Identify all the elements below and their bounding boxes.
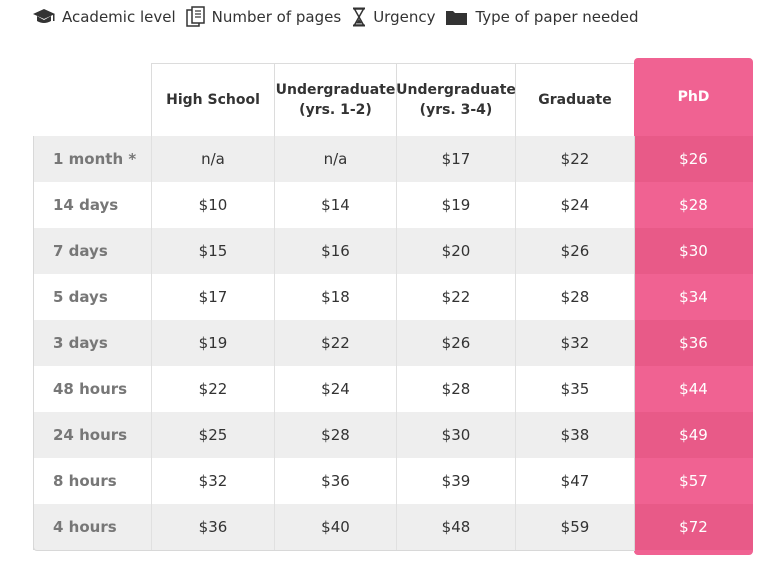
pages-icon: [185, 6, 205, 27]
column-header-high-school[interactable]: High School: [151, 63, 274, 136]
price-cell-undergraduate-yrs-3-4[interactable]: $28: [396, 366, 515, 412]
table-row: 8 hours $32 $36 $39 $47 $57: [33, 458, 753, 504]
price-cell-undergraduate-yrs-1-2[interactable]: $14: [274, 182, 396, 228]
phd-stripe: [634, 412, 753, 458]
price-cell-undergraduate-yrs-3-4[interactable]: $20: [396, 228, 515, 274]
legend-item-type-of-paper[interactable]: Type of paper needed: [445, 8, 639, 26]
price-cell-phd[interactable]: $28: [679, 196, 708, 214]
price-cell-high-school[interactable]: $25: [151, 412, 274, 458]
folder-icon: [446, 11, 468, 25]
price-cell-phd[interactable]: $44: [679, 380, 708, 398]
legend-item-number-of-pages[interactable]: Number of pages: [185, 6, 342, 28]
price-cell-undergraduate-yrs-3-4[interactable]: $30: [396, 412, 515, 458]
hourglass-icon: [353, 7, 366, 27]
phd-stripe: [634, 320, 753, 366]
phd-stripe: [634, 228, 753, 274]
price-cell-graduate[interactable]: $22: [515, 136, 634, 182]
column-header-phd[interactable]: PhD: [677, 89, 710, 105]
table-row: 48 hours $22 $24 $28 $35 $44: [33, 366, 753, 412]
column-header-undergraduate-1-2[interactable]: Undergraduate (yrs. 1-2): [274, 63, 396, 136]
legend-label: Urgency: [373, 8, 436, 26]
legend-item-academic-level[interactable]: Academic level: [32, 8, 176, 26]
urgency-label-14-days: 14 days: [33, 182, 151, 228]
price-cell-graduate[interactable]: $47: [515, 458, 634, 504]
price-cell-high-school[interactable]: $10: [151, 182, 274, 228]
price-cell-phd[interactable]: $34: [679, 288, 708, 306]
price-cell-graduate[interactable]: $32: [515, 320, 634, 366]
urgency-label-24-hours: 24 hours: [33, 412, 151, 458]
price-cell-undergraduate-yrs-1-2[interactable]: $24: [274, 366, 396, 412]
price-cell-graduate[interactable]: $59: [515, 504, 634, 550]
price-cell-undergraduate-yrs-1-2[interactable]: $36: [274, 458, 396, 504]
price-table: 1 month * n/a n/a $17 $22 $26 14 days $10 $14 $19…: [33, 136, 753, 550]
price-cell-undergraduate-yrs-3-4[interactable]: $17: [396, 136, 515, 182]
price-cell-undergraduate-yrs-1-2[interactable]: $40: [274, 504, 396, 550]
price-cell-undergraduate-yrs-1-2[interactable]: $18: [274, 274, 396, 320]
phd-stripe: [634, 136, 753, 182]
price-cell-undergraduate-yrs-3-4[interactable]: $22: [396, 274, 515, 320]
price-cell-phd[interactable]: $57: [679, 472, 708, 490]
urgency-label-7-days: 7 days: [33, 228, 151, 274]
price-cell-high-school[interactable]: $22: [151, 366, 274, 412]
price-cell-undergraduate-yrs-1-2[interactable]: n/a: [274, 136, 396, 182]
price-cell-high-school[interactable]: $36: [151, 504, 274, 550]
price-cell-graduate[interactable]: $35: [515, 366, 634, 412]
price-cell-undergraduate-yrs-1-2[interactable]: $16: [274, 228, 396, 274]
urgency-label-1-month: 1 month *: [33, 136, 151, 182]
legend-label: Type of paper needed: [475, 8, 639, 26]
price-cell-undergraduate-yrs-3-4[interactable]: $26: [396, 320, 515, 366]
price-cell-graduate[interactable]: $28: [515, 274, 634, 320]
urgency-label-3-days: 3 days: [33, 320, 151, 366]
price-cell-phd[interactable]: $26: [679, 150, 708, 168]
price-cell-graduate[interactable]: $26: [515, 228, 634, 274]
legend: Academic level Number of pages Urgency T…: [32, 6, 639, 28]
table-row: 4 hours $36 $40 $48 $59 $72: [33, 504, 753, 550]
urgency-label-48-hours: 48 hours: [33, 366, 151, 412]
price-cell-graduate[interactable]: $38: [515, 412, 634, 458]
price-cell-phd[interactable]: $36: [679, 334, 708, 352]
urgency-label-4-hours: 4 hours: [33, 504, 151, 550]
price-cell-undergraduate-yrs-1-2[interactable]: $22: [274, 320, 396, 366]
price-cell-phd[interactable]: $30: [679, 242, 708, 260]
price-cell-undergraduate-yrs-3-4[interactable]: $39: [396, 458, 515, 504]
price-cell-phd[interactable]: $49: [679, 426, 708, 444]
urgency-label-8-hours: 8 hours: [33, 458, 151, 504]
legend-label: Number of pages: [211, 8, 342, 26]
price-cell-high-school[interactable]: $17: [151, 274, 274, 320]
table-row: 14 days $10 $14 $19 $24 $28: [33, 182, 753, 228]
table-row: 3 days $19 $22 $26 $32 $36: [33, 320, 753, 366]
price-cell-undergraduate-yrs-3-4[interactable]: $19: [396, 182, 515, 228]
price-cell-high-school[interactable]: $15: [151, 228, 274, 274]
legend-item-urgency[interactable]: Urgency: [351, 7, 435, 27]
graduation-cap-icon: [33, 9, 55, 23]
table-row: 5 days $17 $18 $22 $28 $34: [33, 274, 753, 320]
table-row: 24 hours $25 $28 $30 $38 $49: [33, 412, 753, 458]
price-cell-high-school[interactable]: $19: [151, 320, 274, 366]
price-cell-high-school[interactable]: $32: [151, 458, 274, 504]
phd-stripe: [634, 504, 753, 550]
column-header-undergraduate-3-4[interactable]: Undergraduate (yrs. 3-4): [396, 63, 516, 136]
column-header-graduate[interactable]: Graduate: [515, 63, 634, 136]
table-row: 1 month * n/a n/a $17 $22 $26: [33, 136, 753, 182]
price-cell-undergraduate-yrs-1-2[interactable]: $28: [274, 412, 396, 458]
table-row: 7 days $15 $16 $20 $26 $30: [33, 228, 753, 274]
urgency-label-5-days: 5 days: [33, 274, 151, 320]
legend-label: Academic level: [62, 8, 176, 26]
price-cell-undergraduate-yrs-3-4[interactable]: $48: [396, 504, 515, 550]
column-headers: High School Undergraduate (yrs. 1-2) Und…: [151, 63, 634, 136]
price-cell-phd[interactable]: $72: [679, 518, 708, 536]
price-cell-graduate[interactable]: $24: [515, 182, 634, 228]
price-cell-high-school[interactable]: n/a: [151, 136, 274, 182]
